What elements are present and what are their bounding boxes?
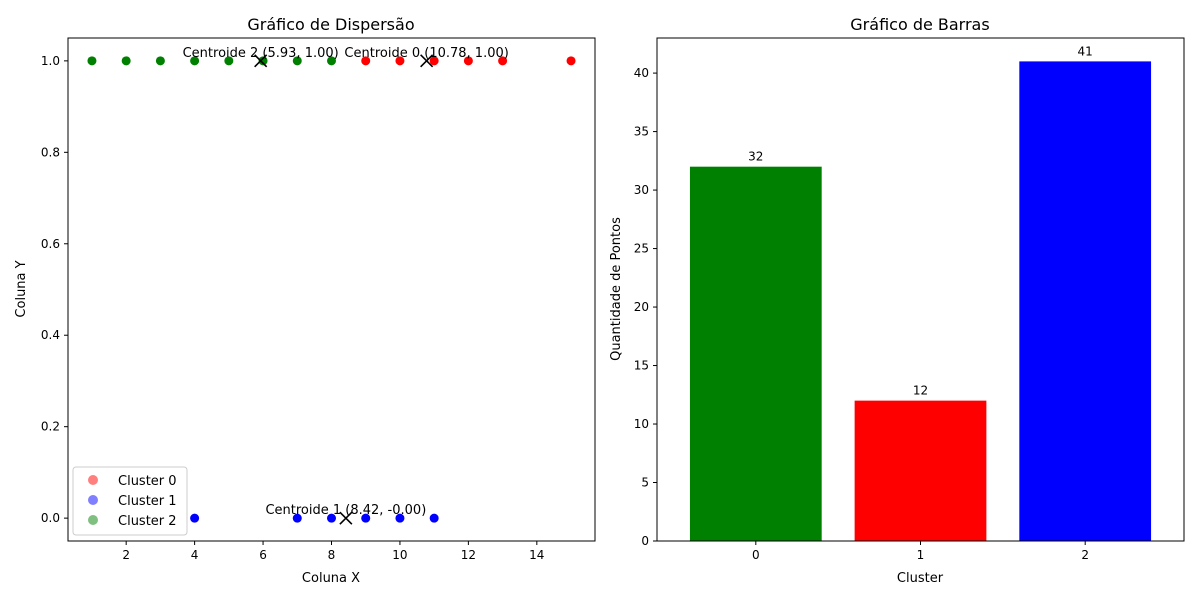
scatter-y-tick-label: 1.0 (41, 54, 60, 68)
scatter-point (463, 56, 473, 66)
bar-y-tick-label: 10 (634, 417, 649, 431)
bar-x-tick-label: 1 (917, 548, 925, 562)
bar-y-tick-label: 15 (634, 359, 649, 373)
bar-y-label: Quantidade de Pontos (609, 217, 624, 361)
bar-y-tick-label: 30 (634, 183, 649, 197)
bar-y-tick-label: 0 (641, 534, 649, 548)
scatter-x-tick-label: 4 (191, 548, 199, 562)
scatter-marks: Centroide 0 (10.78, 1.00) Centroide 1 (8.… (87, 46, 576, 525)
bar-x-tick-label: 0 (752, 548, 760, 562)
scatter-point (327, 56, 336, 66)
centroid-marker (339, 511, 353, 525)
legend-label: Cluster 2 (118, 514, 177, 529)
scatter-y-tick-label: 0.6 (41, 237, 60, 251)
scatter-point (292, 56, 302, 66)
bar (854, 400, 987, 541)
scatter-legend: Cluster 0 Cluster 1 Cluster 2 (72, 466, 188, 536)
legend-swatch (88, 515, 98, 525)
scatter-point (395, 56, 405, 66)
scatter-y-tick-label: 0.2 (41, 420, 60, 434)
legend-swatch (88, 495, 98, 505)
scatter-point (258, 56, 268, 66)
bar-marks: 32 12 41 (689, 44, 1152, 541)
bar-x-tick-label: 2 (1081, 548, 1089, 562)
bar-y-tick-label: 40 (634, 66, 649, 80)
scatter-y-tick-label: 0.0 (41, 511, 60, 525)
scatter-chart: Gráfico de Dispersão Centroide 0 (10.78,… (14, 15, 596, 586)
scatter-point (121, 56, 131, 66)
scatter-x-ticks: 2 4 6 8 10 12 14 (122, 541, 544, 562)
scatter-point (361, 56, 371, 66)
scatter-point (361, 513, 371, 523)
bar-y-tick-label: 35 (634, 125, 649, 139)
scatter-point (292, 513, 302, 523)
centroid-label: Centroide 1 (8.42, -0.00) (265, 503, 426, 518)
centroid-label: Centroide 2 (5.93, 1.00) (183, 46, 339, 61)
centroid-marker (420, 54, 434, 68)
bar-y-tick-label: 5 (641, 476, 649, 490)
bar (1019, 61, 1152, 541)
scatter-point (327, 513, 336, 523)
legend-swatch (88, 475, 98, 485)
centroid-x-stroke (339, 511, 353, 525)
legend-box (72, 466, 188, 536)
bar-x-ticks: 0 1 2 (752, 541, 1089, 562)
scatter-point (224, 56, 234, 66)
centroid-label: Centroide 0 (10.78, 1.00) (344, 46, 508, 61)
scatter-x-tick-label: 8 (328, 548, 336, 562)
scatter-point (190, 513, 200, 523)
scatter-point (395, 513, 405, 523)
bar-value-label: 32 (748, 150, 763, 164)
centroid-marker (254, 54, 268, 68)
scatter-point (498, 56, 508, 66)
legend-label: Cluster 0 (118, 474, 177, 489)
bar-y-tick-label: 25 (634, 242, 649, 256)
bar-value-label: 12 (913, 384, 928, 398)
scatter-x-tick-label: 14 (529, 548, 544, 562)
scatter-y-tick-label: 0.4 (41, 328, 60, 342)
scatter-y-ticks: 0.0 0.2 0.4 0.6 0.8 1.0 (41, 54, 68, 525)
bar-x-label: Cluster (897, 571, 944, 586)
scatter-point (429, 513, 439, 523)
scatter-plot-area (67, 37, 596, 542)
scatter-x-tick-label: 12 (461, 548, 476, 562)
scatter-y-tick-label: 0.8 (41, 145, 60, 159)
scatter-point (429, 56, 439, 66)
scatter-point (566, 56, 576, 66)
scatter-y-label: Coluna Y (14, 260, 29, 317)
bar-y-tick-label: 20 (634, 300, 649, 314)
centroid-x-stroke (420, 54, 434, 68)
bar-y-ticks: 0 5 10 15 20 25 30 35 40 (634, 66, 657, 548)
bar-value-label: 41 (1078, 44, 1093, 58)
legend-label: Cluster 1 (118, 494, 177, 509)
scatter-point (190, 56, 200, 66)
scatter-x-tick-label: 10 (392, 548, 407, 562)
scatter-x-tick-label: 6 (259, 548, 267, 562)
scatter-x-label: Coluna X (302, 571, 360, 586)
scatter-x-tick-label: 2 (122, 548, 130, 562)
bar-title: Gráfico de Barras (850, 15, 989, 34)
scatter-title: Gráfico de Dispersão (247, 15, 414, 34)
centroid-x-stroke (254, 54, 268, 68)
scatter-point (155, 56, 165, 66)
scatter-point (87, 56, 97, 66)
bar (689, 166, 822, 541)
